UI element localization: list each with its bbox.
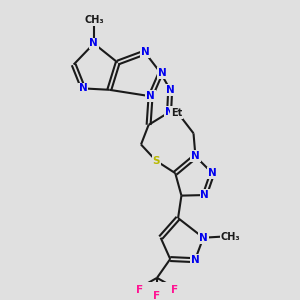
Text: Et: Et [171, 108, 182, 118]
Text: N: N [191, 151, 200, 161]
Text: N: N [190, 255, 199, 265]
Text: N: N [200, 190, 209, 200]
Text: F: F [154, 291, 160, 300]
Text: CH₃: CH₃ [220, 232, 240, 242]
Text: N: N [141, 47, 149, 58]
Text: N: N [158, 68, 167, 78]
Text: F: F [171, 285, 178, 295]
Text: N: N [146, 91, 155, 101]
Text: N: N [89, 38, 98, 49]
Text: S: S [152, 156, 160, 166]
Text: N: N [165, 107, 173, 117]
Text: N: N [79, 83, 88, 93]
Text: CH₃: CH₃ [84, 15, 104, 25]
Text: N: N [199, 233, 208, 243]
Text: N: N [208, 168, 217, 178]
Text: F: F [136, 285, 143, 295]
Text: N: N [166, 85, 175, 95]
